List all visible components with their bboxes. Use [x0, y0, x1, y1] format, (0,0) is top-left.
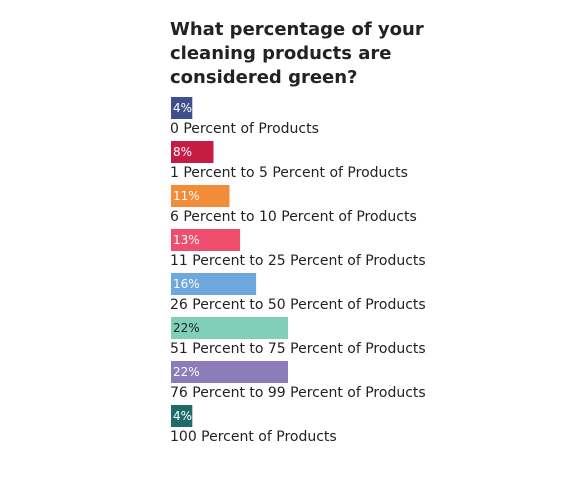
bar-value-label-3: 11%	[173, 189, 200, 203]
category-label-7: 76 Percent to 99 Percent of Products	[170, 385, 426, 401]
category-label-1: 0 Percent of Products	[170, 121, 319, 137]
bar-8	[171, 405, 193, 427]
bar-3	[171, 185, 230, 207]
bar-value-label-5: 16%	[173, 277, 200, 291]
bar-value-label-6: 22%	[173, 321, 200, 335]
category-label-4: 11 Percent to 25 Percent of Products	[170, 253, 426, 269]
category-label-2: 1 Percent to 5 Percent of Products	[170, 165, 408, 181]
category-label-5: 26 Percent to 50 Percent of Products	[170, 297, 426, 313]
bar-2	[171, 141, 214, 163]
chart-title-line-1: What percentage of your	[170, 19, 424, 40]
bar-7	[171, 361, 288, 383]
bar-value-label-1: 4%	[173, 101, 192, 115]
bar-group: 4% 0 Percent of Products 8% 1 Percent to 5 …	[170, 97, 426, 445]
bar-value-label-7: 22%	[173, 365, 200, 379]
bar-4	[171, 229, 241, 251]
category-label-8: 100 Percent of Products	[170, 429, 337, 445]
bar-5	[171, 273, 257, 295]
bar-value-label-8: 4%	[173, 409, 192, 423]
category-label-6: 51 Percent to 75 Percent of Products	[170, 341, 426, 357]
bar-value-label-4: 13%	[173, 233, 200, 247]
bar-1	[171, 97, 193, 119]
bar-value-label-2: 8%	[173, 145, 192, 159]
chart-title-line-2: cleaning products are	[170, 43, 391, 64]
bar-6	[171, 317, 288, 339]
chart-title-line-3: considered green?	[170, 67, 358, 88]
category-label-3: 6 Percent to 10 Percent of Products	[170, 209, 417, 225]
